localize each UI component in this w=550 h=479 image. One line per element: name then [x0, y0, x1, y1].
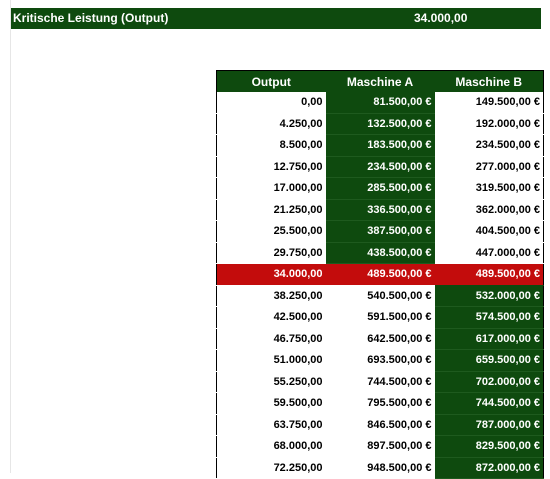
- cell-machine-b: 362.000,00 €: [475, 203, 540, 216]
- cell-machine-a: 132.500,00 €: [325, 113, 435, 135]
- table-row: 46.750,00 642.500,00 €617.000,00 €: [217, 328, 544, 350]
- critical-row: 34.000,00 489.500,00 €489.500,00 €: [216, 263, 544, 285]
- cell-machine-a: 897.500,00 €: [367, 440, 432, 453]
- table-row: 25.500,00 387.500,00 € 404.500,00 €: [217, 220, 544, 243]
- column-header-machine-a: Maschine A: [325, 70, 435, 92]
- cell-machine-b: 489.500,00 €: [434, 263, 544, 285]
- cell-output: 55.250,00: [273, 375, 323, 388]
- sheet-edge: [10, 0, 11, 473]
- table-row: 51.000,00 693.500,00 €659.500,00 €: [217, 349, 544, 372]
- cell-machine-a: 336.500,00 €: [325, 199, 435, 221]
- table-row: 17.000,00 285.500,00 € 319.500,00 €: [217, 177, 544, 200]
- cell-machine-a: 540.500,00 €: [367, 289, 432, 302]
- table-row: 42.500,00 591.500,00 €574.500,00 €: [217, 306, 544, 329]
- cell-machine-b: 277.000,00 €: [475, 160, 540, 173]
- cell-machine-b: 574.500,00 €: [434, 306, 544, 329]
- table-row: 29.750,00 438.500,00 € 447.000,00 €: [217, 242, 544, 264]
- cell-output: 68.000,00: [273, 440, 323, 453]
- cell-output: 46.750,00: [273, 332, 323, 345]
- cell-output: 59.500,00: [273, 397, 323, 410]
- cell-machine-a: 693.500,00 €: [367, 354, 432, 367]
- cell-machine-b: 319.500,00 €: [475, 182, 540, 195]
- cell-output: 51.000,00: [273, 354, 323, 367]
- cell-output: 38.250,00: [273, 289, 323, 302]
- cell-machine-a: 846.500,00 €: [367, 418, 432, 431]
- table-row: 12.750,00 234.500,00 € 277.000,00 €: [217, 156, 544, 178]
- table-row: 8.500,00 183.500,00 € 234.500,00 €: [217, 134, 544, 157]
- cell-machine-a: 795.500,00 €: [367, 397, 432, 410]
- cell-output: 29.750,00: [273, 246, 323, 259]
- table-header-row: Output Maschine A Maschine B: [216, 70, 544, 92]
- column-header-output: Output: [216, 70, 326, 92]
- cell-machine-a: 948.500,00 €: [367, 461, 432, 474]
- cell-output: 72.250,00: [273, 461, 323, 474]
- table-body: 0,00 81.500,00 € 149.500,00 € 4.250,00 132.5…: [216, 92, 544, 479]
- cell-machine-a: 642.500,00 €: [367, 332, 432, 345]
- critical-output-value: 34.000,00: [414, 11, 468, 25]
- column-header-machine-b: Maschine B: [434, 70, 544, 92]
- cell-machine-a: 744.500,00 €: [367, 375, 432, 388]
- cell-output: 42.500,00: [273, 311, 323, 324]
- cell-machine-a: 591.500,00 €: [367, 311, 432, 324]
- cell-output: 34.000,00: [216, 263, 326, 285]
- table-row: 59.500,00 795.500,00 €744.500,00 €: [217, 392, 544, 415]
- cost-comparison-table: Output Maschine A Maschine B 0,00 81.500,…: [216, 70, 544, 479]
- cell-output: 21.250,00: [273, 203, 323, 216]
- cell-machine-b: 702.000,00 €: [434, 371, 544, 393]
- cell-machine-a: 183.500,00 €: [325, 134, 435, 157]
- table-row: 38.250,00 540.500,00 €532.000,00 €: [217, 285, 544, 307]
- cell-output: 25.500,00: [273, 225, 323, 238]
- cell-output: 63.750,00: [273, 418, 323, 431]
- cell-machine-a: 489.500,00 €: [325, 263, 435, 285]
- cell-output: 8.500,00: [279, 139, 323, 152]
- cell-machine-b: 659.500,00 €: [434, 349, 544, 372]
- table-row: 63.750,00 846.500,00 €787.000,00 €: [217, 414, 544, 436]
- cell-machine-a: 285.500,00 €: [325, 177, 435, 200]
- cell-machine-b: 744.500,00 €: [434, 392, 544, 415]
- cell-output: 0,00: [301, 96, 323, 109]
- critical-output-bar: Kritische Leistung (Output) 34.000,00: [11, 8, 541, 29]
- cell-machine-b: 234.500,00 €: [475, 139, 540, 152]
- cell-output: 12.750,00: [273, 160, 323, 173]
- cell-machine-b: 404.500,00 €: [475, 225, 540, 238]
- cell-output: 4.250,00: [279, 117, 323, 130]
- cell-output: 17.000,00: [273, 182, 323, 195]
- cell-machine-b: 149.500,00 €: [475, 96, 540, 109]
- cell-machine-a: 81.500,00 €: [325, 92, 435, 114]
- cell-machine-b: 192.000,00 €: [475, 117, 540, 130]
- table-row: 55.250,00 744.500,00 €702.000,00 €: [217, 371, 544, 393]
- cell-machine-a: 234.500,00 €: [325, 156, 435, 178]
- cell-machine-b: 787.000,00 €: [434, 414, 544, 436]
- table-row: 21.250,00 336.500,00 € 362.000,00 €: [217, 199, 544, 221]
- table-row: 68.000,00 897.500,00 €829.500,00 €: [217, 435, 544, 458]
- table-row: 72.250,00 948.500,00 €872.000,00 €: [217, 457, 544, 479]
- cell-machine-b: 829.500,00 €: [434, 435, 544, 458]
- cell-machine-a: 438.500,00 €: [325, 242, 435, 264]
- cell-machine-b: 617.000,00 €: [434, 328, 544, 350]
- cell-machine-a: 387.500,00 €: [325, 220, 435, 243]
- table-row: 4.250,00 132.500,00 € 192.000,00 €: [217, 113, 544, 135]
- critical-output-label: Kritische Leistung (Output): [13, 11, 169, 25]
- cell-machine-b: 872.000,00 €: [434, 457, 544, 479]
- cell-machine-b: 532.000,00 €: [434, 285, 544, 307]
- table-row: 0,00 81.500,00 € 149.500,00 €: [217, 92, 544, 114]
- cell-machine-b: 447.000,00 €: [475, 246, 540, 259]
